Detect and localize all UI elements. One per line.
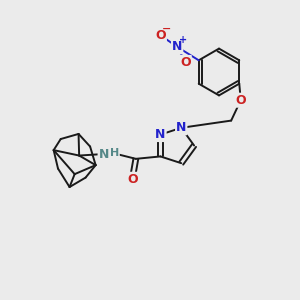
Text: O: O [127,173,138,186]
Text: O: O [155,29,166,42]
Text: H: H [110,148,119,158]
Text: O: O [236,94,246,107]
Text: −: − [162,24,171,34]
Text: N: N [99,148,109,160]
Text: N: N [176,121,186,134]
Text: +: + [179,35,187,45]
Text: N: N [155,128,166,141]
Text: O: O [180,56,191,69]
Text: N: N [172,40,182,53]
